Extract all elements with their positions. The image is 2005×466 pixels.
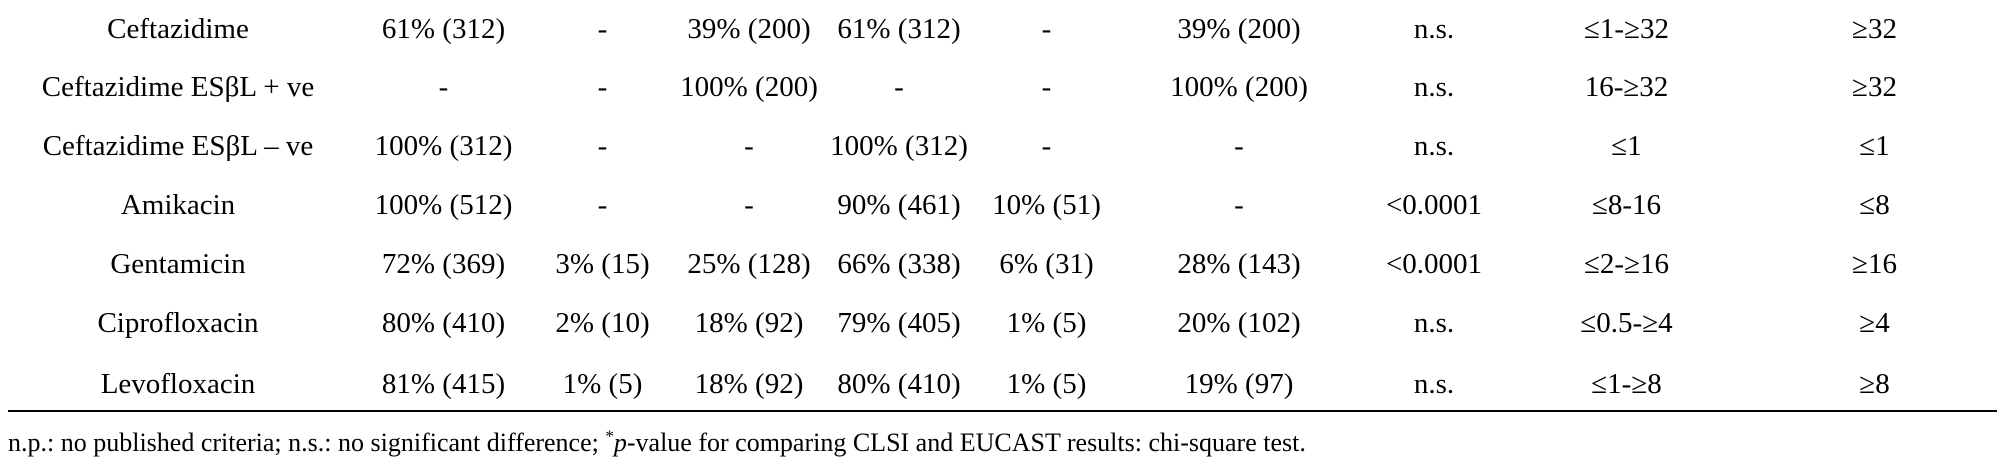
eucast-intermediate-cell: - (1041, 71, 1052, 103)
antibiotic-name-cell: Ciprofloxacin (97, 307, 259, 339)
eucast-resistant-cell: - (1234, 189, 1244, 221)
footnote-marker: * (605, 426, 614, 446)
eucast-intermediate-cell: 10% (51) (992, 189, 1101, 221)
mic-range-cell: ≤0.5-≥4 (1580, 307, 1673, 339)
table-row: Ceftazidime ESβL + ve - - 100% (200) - - 100% … (0, 58, 2005, 117)
antibiotic-name-cell: Ceftazidime (107, 12, 249, 45)
antibiotic-name-cell: Ceftazidime ESβL – ve (42, 130, 314, 162)
clsi-resistant-cell: - (744, 189, 754, 221)
clsi-intermediate-cell: 3% (15) (555, 248, 650, 280)
clsi-resistant-cell: 18% (92) (694, 307, 804, 339)
mic90-cell: ≤1 (1859, 130, 1890, 162)
clsi-intermediate-cell: - (597, 130, 608, 162)
eucast-resistant-cell: 19% (97) (1184, 367, 1294, 400)
clsi-intermediate-cell: 1% (5) (562, 367, 643, 400)
mic-range-cell: ≤1 (1611, 130, 1642, 162)
clsi-intermediate-cell: - (597, 71, 608, 103)
eucast-susceptible-cell: - (894, 71, 904, 103)
eucast-intermediate-cell: - (1041, 12, 1052, 45)
clsi-intermediate-cell: 2% (10) (555, 307, 650, 339)
mic90-cell: ≥4 (1859, 307, 1890, 339)
mic-range-cell: 16-≥32 (1584, 71, 1669, 103)
eucast-resistant-cell: 39% (200) (1177, 12, 1301, 45)
eucast-resistant-cell: 28% (143) (1177, 248, 1301, 280)
p-value-cell: n.s. (1413, 367, 1455, 400)
antibiotic-name-cell: Levofloxacin (100, 367, 256, 400)
antibiotic-name-cell: Gentamicin (110, 248, 246, 280)
p-value-cell: n.s. (1413, 71, 1455, 103)
clsi-resistant-cell: 39% (200) (687, 12, 811, 45)
eucast-susceptible-cell: 61% (312) (837, 12, 961, 45)
p-value-cell: n.s. (1413, 130, 1455, 162)
p-value-cell: n.s. (1413, 12, 1455, 45)
table-row: Ceftazidime 61% (312) - 39% (200) 61% (312) -… (0, 0, 2005, 58)
eucast-intermediate-cell: 1% (5) (1006, 307, 1087, 339)
clsi-intermediate-cell: - (597, 189, 608, 221)
mic-range-cell: ≤8-16 (1591, 189, 1662, 221)
p-value-cell: <0.0001 (1385, 248, 1483, 280)
mic90-cell: ≥32 (1852, 71, 1897, 103)
clsi-susceptible-cell: 61% (312) (381, 12, 506, 45)
p-value-cell: n.s. (1413, 307, 1455, 339)
eucast-susceptible-cell: 90% (461) (837, 189, 961, 221)
eucast-resistant-cell: - (1234, 130, 1244, 162)
table-bottom-rule (8, 410, 1997, 412)
eucast-resistant-cell: 20% (102) (1177, 307, 1301, 339)
mic-range-cell: ≤2-≥16 (1584, 248, 1669, 280)
eucast-intermediate-cell: 1% (5) (1006, 367, 1087, 400)
eucast-resistant-cell: 100% (200) (1170, 71, 1308, 103)
eucast-intermediate-cell: 6% (31) (999, 248, 1094, 280)
footnote-abbreviations: n.p.: no published criteria; n.s.: no si… (8, 428, 606, 457)
eucast-intermediate-cell: - (1041, 130, 1052, 162)
table-row: Ciprofloxacin 80% (410) 2% (10) 18% (92) 79%… (0, 294, 2005, 353)
clsi-resistant-cell: 25% (128) (687, 248, 811, 280)
eucast-susceptible-cell: 66% (338) (837, 248, 961, 280)
eucast-susceptible-cell: 100% (312) (830, 130, 968, 162)
antibiotic-name-cell: Ceftazidime ESβL + ve (41, 71, 315, 103)
clsi-susceptible-cell: - (438, 71, 449, 103)
p-value-cell: <0.0001 (1385, 189, 1483, 221)
table-footnote: n.p.: no published criteria; n.s.: no si… (8, 426, 1306, 458)
clsi-resistant-cell: 18% (92) (694, 367, 804, 400)
mic90-cell: ≥16 (1852, 248, 1897, 280)
clsi-susceptible-cell: 100% (312) (374, 130, 513, 162)
footnote-p-symbol: p (613, 428, 627, 457)
eucast-susceptible-cell: 80% (410) (837, 367, 961, 400)
table-row: Ceftazidime ESβL – ve 100% (312) - - 100% (3… (0, 117, 2005, 176)
results-table: Ceftazidime 61% (312) - 39% (200) 61% (312) -… (0, 0, 2005, 415)
clsi-susceptible-cell: 72% (369) (381, 248, 506, 280)
clsi-resistant-cell: 100% (200) (680, 71, 818, 103)
mic90-cell: ≥8 (1859, 367, 1890, 400)
mic-range-cell: ≤1-≥8 (1591, 367, 1662, 400)
table-row: Amikacin 100% (512) - - 90% (461) 10% (51) - <0… (0, 176, 2005, 235)
footnote-test-description: -value for comparing CLSI and EUCAST res… (626, 428, 1306, 457)
results-table-container: Ceftazidime 61% (312) - 39% (200) 61% (312) -… (0, 0, 2005, 415)
table-row: Levofloxacin 81% (415) 1% (5) 18% (92) 80% (… (0, 353, 2005, 415)
clsi-intermediate-cell: - (597, 12, 608, 45)
clsi-resistant-cell: - (744, 130, 754, 162)
eucast-susceptible-cell: 79% (405) (837, 307, 961, 339)
antibiotic-name-cell: Amikacin (120, 189, 236, 221)
mic-range-cell: ≤1-≥32 (1584, 12, 1669, 45)
clsi-susceptible-cell: 80% (410) (381, 307, 506, 339)
clsi-susceptible-cell: 100% (512) (374, 189, 513, 221)
mic90-cell: ≥32 (1852, 12, 1897, 45)
clsi-susceptible-cell: 81% (415) (381, 367, 506, 400)
table-row: Gentamicin 72% (369) 3% (15) 25% (128) 66% (… (0, 235, 2005, 294)
results-table-body: Ceftazidime 61% (312) - 39% (200) 61% (312) -… (0, 0, 2005, 415)
mic90-cell: ≤8 (1859, 189, 1890, 221)
